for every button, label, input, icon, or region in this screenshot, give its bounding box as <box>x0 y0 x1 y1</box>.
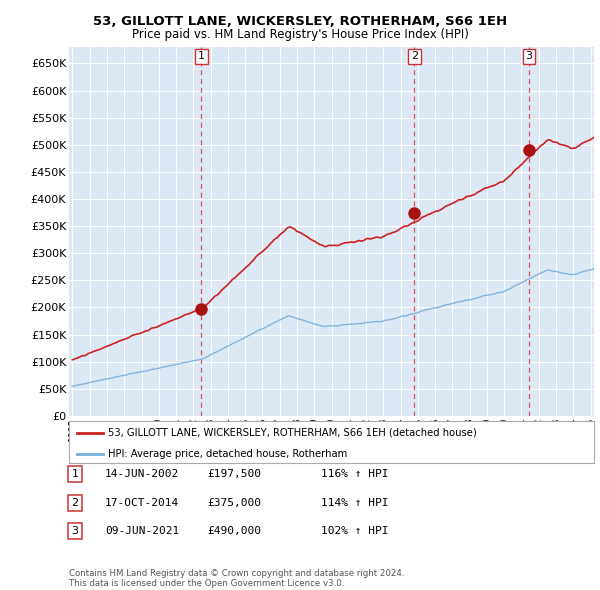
Text: 2: 2 <box>410 51 418 61</box>
Text: 114% ↑ HPI: 114% ↑ HPI <box>321 498 389 507</box>
Text: 53, GILLOTT LANE, WICKERSLEY, ROTHERHAM, S66 1EH (detached house): 53, GILLOTT LANE, WICKERSLEY, ROTHERHAM,… <box>109 428 477 438</box>
Text: 3: 3 <box>526 51 533 61</box>
Text: 102% ↑ HPI: 102% ↑ HPI <box>321 526 389 536</box>
Text: £375,000: £375,000 <box>207 498 261 507</box>
Text: HPI: Average price, detached house, Rotherham: HPI: Average price, detached house, Roth… <box>109 449 347 459</box>
Text: 2: 2 <box>71 498 79 507</box>
Text: 17-OCT-2014: 17-OCT-2014 <box>105 498 179 507</box>
Text: 3: 3 <box>71 526 79 536</box>
Text: 09-JUN-2021: 09-JUN-2021 <box>105 526 179 536</box>
Text: Price paid vs. HM Land Registry's House Price Index (HPI): Price paid vs. HM Land Registry's House … <box>131 28 469 41</box>
Text: £197,500: £197,500 <box>207 470 261 479</box>
Text: 53, GILLOTT LANE, WICKERSLEY, ROTHERHAM, S66 1EH: 53, GILLOTT LANE, WICKERSLEY, ROTHERHAM,… <box>93 15 507 28</box>
Text: Contains HM Land Registry data © Crown copyright and database right 2024.
This d: Contains HM Land Registry data © Crown c… <box>69 569 404 588</box>
Text: £490,000: £490,000 <box>207 526 261 536</box>
Text: 1: 1 <box>198 51 205 61</box>
Text: 116% ↑ HPI: 116% ↑ HPI <box>321 470 389 479</box>
Text: 14-JUN-2002: 14-JUN-2002 <box>105 470 179 479</box>
Text: 1: 1 <box>71 470 79 479</box>
